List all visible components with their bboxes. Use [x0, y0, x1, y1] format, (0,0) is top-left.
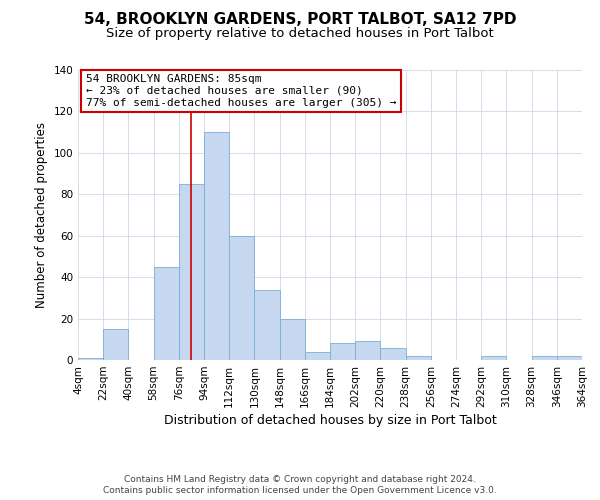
Bar — [280, 318, 305, 360]
Bar — [380, 348, 406, 360]
Text: Contains HM Land Registry data © Crown copyright and database right 2024.: Contains HM Land Registry data © Crown c… — [124, 475, 476, 484]
Bar — [557, 356, 582, 360]
X-axis label: Distribution of detached houses by size in Port Talbot: Distribution of detached houses by size … — [164, 414, 496, 427]
Y-axis label: Number of detached properties: Number of detached properties — [35, 122, 48, 308]
Bar — [154, 267, 179, 360]
Bar — [406, 356, 431, 360]
Text: 54, BROOKLYN GARDENS, PORT TALBOT, SA12 7PD: 54, BROOKLYN GARDENS, PORT TALBOT, SA12 … — [84, 12, 516, 28]
Bar — [355, 342, 380, 360]
Bar — [330, 344, 355, 360]
Bar — [179, 184, 204, 360]
Text: Size of property relative to detached houses in Port Talbot: Size of property relative to detached ho… — [106, 28, 494, 40]
Bar — [204, 132, 229, 360]
Bar — [103, 329, 128, 360]
Bar — [254, 290, 280, 360]
Bar — [305, 352, 330, 360]
Bar — [532, 356, 557, 360]
Text: Contains public sector information licensed under the Open Government Licence v3: Contains public sector information licen… — [103, 486, 497, 495]
Bar — [78, 358, 103, 360]
Bar — [481, 356, 506, 360]
Text: 54 BROOKLYN GARDENS: 85sqm
← 23% of detached houses are smaller (90)
77% of semi: 54 BROOKLYN GARDENS: 85sqm ← 23% of deta… — [86, 74, 396, 108]
Bar — [229, 236, 254, 360]
